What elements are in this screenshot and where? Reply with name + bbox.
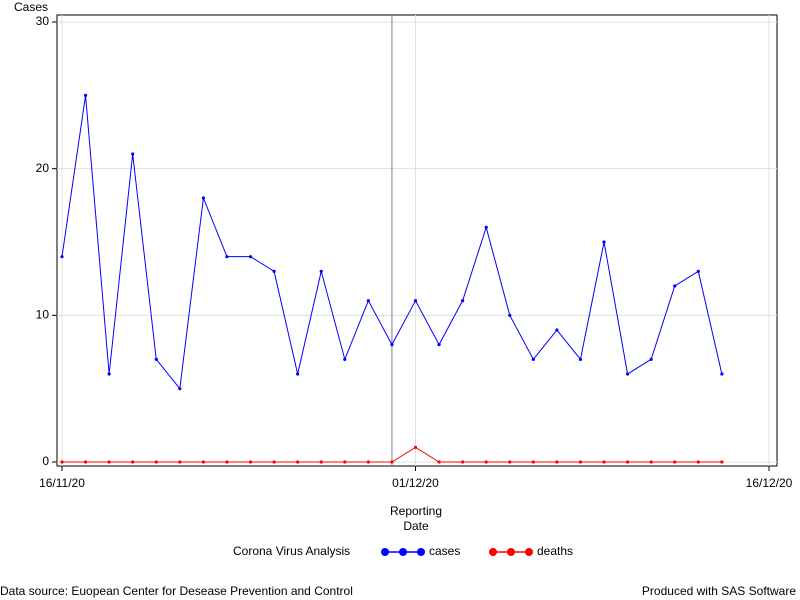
data-point	[107, 460, 111, 464]
data-point	[461, 299, 465, 303]
data-point	[578, 460, 583, 464]
data-point	[602, 240, 606, 244]
data-point	[248, 255, 253, 259]
x-tick-label: 01/12/20	[392, 476, 439, 490]
data-point	[508, 460, 512, 464]
data-point	[508, 313, 512, 317]
x-axis-label: Date	[403, 519, 429, 533]
data-point	[720, 372, 724, 376]
y-tick-label: 10	[36, 308, 50, 322]
y-tick-label: 20	[36, 161, 50, 175]
legend-marker	[399, 548, 407, 556]
data-point	[555, 328, 559, 332]
data-point	[107, 372, 111, 376]
legend-label: cases	[429, 544, 460, 558]
data-point	[484, 460, 488, 464]
footnote: Data source: Euopean Center for Desease …	[0, 584, 353, 598]
data-point	[720, 460, 724, 464]
data-point	[154, 357, 158, 361]
y-tick-label: 30	[36, 14, 50, 28]
data-point	[178, 460, 182, 464]
data-point	[390, 460, 394, 464]
legend-title: Corona Virus Analysis	[233, 544, 350, 558]
plot-frame	[56, 14, 778, 467]
data-point	[531, 357, 535, 361]
data-point	[626, 460, 630, 464]
data-point	[437, 343, 441, 347]
data-point	[484, 225, 488, 229]
data-point	[390, 343, 394, 347]
data-point	[366, 299, 370, 303]
data-point	[154, 460, 158, 464]
footnote: Produced with SAS Software	[642, 584, 796, 598]
data-point	[413, 299, 418, 303]
x-tick-label: 16/12/20	[746, 476, 793, 490]
data-point	[201, 196, 205, 200]
data-point	[272, 460, 276, 464]
data-point	[555, 460, 559, 464]
data-point	[272, 269, 276, 273]
data-point	[248, 460, 253, 464]
legend-marker	[489, 548, 497, 556]
data-point	[178, 387, 182, 391]
legend-label: deaths	[537, 544, 573, 558]
data-point	[60, 255, 64, 259]
legend-marker	[381, 548, 389, 556]
data-point	[696, 269, 700, 273]
data-point	[131, 152, 135, 156]
data-point	[201, 460, 205, 464]
data-point	[319, 269, 323, 273]
data-point	[437, 460, 441, 464]
data-point	[343, 460, 347, 464]
data-point	[366, 460, 370, 464]
data-point	[696, 460, 700, 464]
y-axis-label: Cases	[14, 0, 48, 14]
legend-marker	[525, 548, 533, 556]
data-point	[296, 372, 300, 376]
data-point	[626, 372, 630, 376]
data-point	[649, 460, 653, 464]
data-point	[649, 357, 653, 361]
data-point	[461, 460, 465, 464]
data-point	[602, 460, 606, 464]
y-tick-label: 0	[42, 454, 49, 468]
data-point	[673, 460, 677, 464]
legend-marker	[507, 548, 515, 556]
data-point	[83, 93, 88, 97]
legend-marker	[417, 548, 425, 556]
x-tick-label: 16/11/20	[39, 476, 85, 490]
data-point	[60, 460, 64, 464]
data-point	[83, 460, 88, 464]
data-point	[413, 445, 418, 449]
data-point	[578, 357, 583, 361]
data-point	[296, 460, 300, 464]
data-point	[343, 357, 347, 361]
data-point	[531, 460, 535, 464]
data-point	[131, 460, 135, 464]
data-point	[225, 255, 229, 259]
data-point	[319, 460, 323, 464]
data-point	[673, 284, 677, 288]
x-axis-label: Reporting	[390, 504, 442, 518]
data-point	[225, 460, 229, 464]
